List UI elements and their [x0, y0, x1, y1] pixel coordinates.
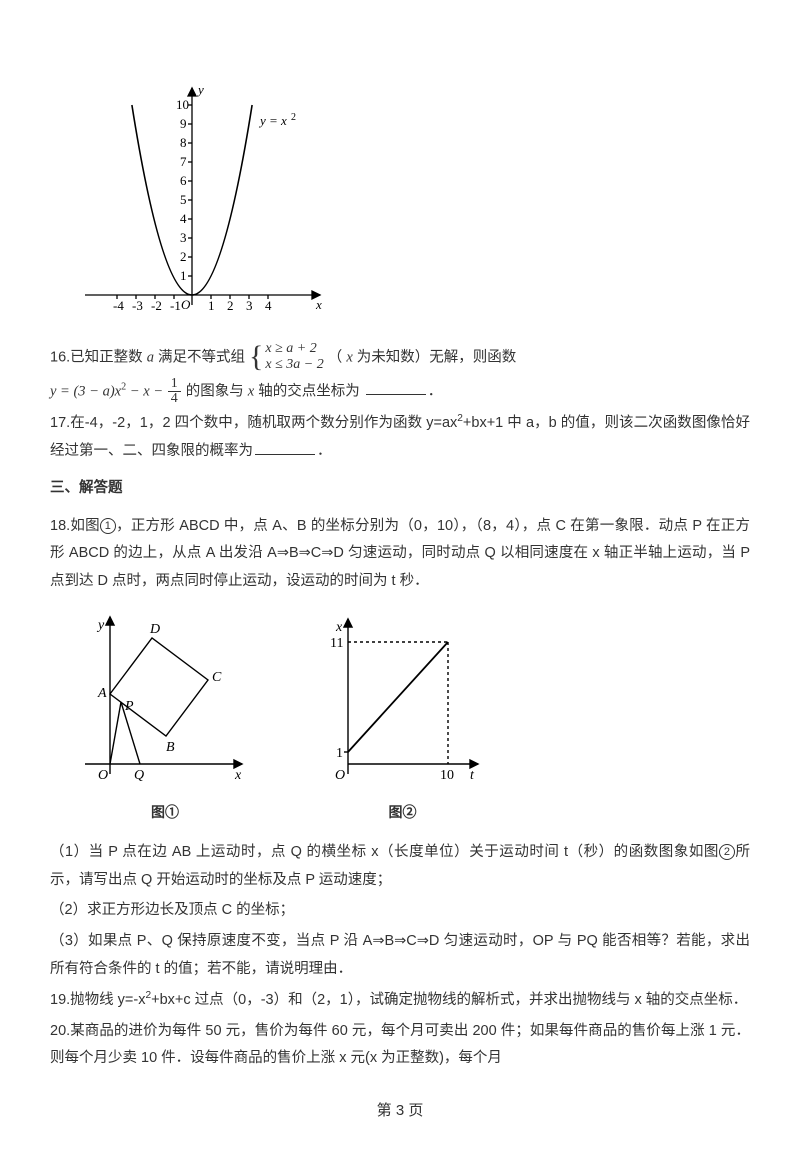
q16-mid3: 为未知数）无解，则函数 [357, 349, 517, 365]
q16-sys-row2: x ≤ 3a − 2 [265, 357, 323, 374]
svg-text:C: C [212, 670, 222, 685]
svg-text:2: 2 [227, 298, 234, 313]
svg-text:O: O [98, 768, 108, 783]
q16-frac: 14 [168, 377, 181, 406]
svg-text:P: P [124, 699, 134, 714]
q18-fig1-svg: A B C D P Q O x y [80, 609, 250, 784]
svg-text:O: O [335, 768, 345, 783]
q16-period: ． [428, 383, 443, 399]
svg-text:1: 1 [336, 746, 343, 761]
question-17: 17.在-4，-2，1，2 四个数中，随机取两个数分别作为函数 y=ax2+bx… [50, 409, 750, 465]
q16-system: x ≥ a + 2 x ≤ 3a − 2 [265, 341, 323, 375]
svg-text:1: 1 [208, 298, 215, 313]
q18-fig2-svg: O t x 1 11 10 [320, 609, 485, 784]
q16-x2: x [248, 383, 254, 399]
circled-1-icon: 1 [100, 518, 116, 534]
q18-intro2: ，正方形 ABCD 中，点 A、B 的坐标分别为（0，10），（8，4），点 C… [50, 518, 750, 589]
q16-frac-den: 4 [168, 392, 181, 406]
q16-blank[interactable] [366, 380, 426, 396]
q16-tail2: 轴的交点坐标为 [258, 383, 360, 399]
brace-icon: { [249, 345, 263, 369]
q18-part2: （2）求正方形边长及顶点 C 的坐标； [50, 897, 750, 925]
svg-text:9: 9 [180, 116, 187, 131]
svg-text:5: 5 [180, 192, 187, 207]
q16-mid1: 满足不等式组 [158, 349, 249, 365]
q18-part3: （3）如果点 P、Q 保持原速度不变，当点 P 沿 A⇒B⇒C⇒D 匀速运动时，… [50, 928, 750, 983]
q18-intro1: 18.如图 [50, 518, 100, 534]
svg-text:4: 4 [180, 211, 187, 226]
svg-text:10: 10 [176, 97, 189, 112]
q16-eq1: y = (3 − a)x [50, 383, 121, 399]
question-16: 16.已知正整数 a 满足不等式组 { x ≥ a + 2 x ≤ 3a − 2… [50, 341, 750, 375]
q17-text1: 17.在-4，-2，1，2 四个数中，随机取两个数分别作为函数 y=ax [50, 415, 457, 431]
q18-fig1-wrap: A B C D P Q O x y 图① [80, 609, 250, 825]
svg-text:3: 3 [180, 230, 187, 245]
q16-mid2: （ [328, 349, 347, 365]
svg-text:4: 4 [265, 298, 272, 313]
q16-x: x [346, 349, 352, 365]
page-footer: 第 3 页 [50, 1097, 750, 1126]
q17-blank[interactable] [255, 439, 315, 455]
q18-fig1-label: 图① [80, 799, 250, 826]
svg-text:y = x: y = x [258, 113, 287, 128]
svg-text:1: 1 [180, 268, 187, 283]
q16-sys-row1: x ≥ a + 2 [265, 341, 323, 358]
svg-text:8: 8 [180, 135, 187, 150]
svg-text:y: y [96, 618, 105, 633]
svg-text:7: 7 [180, 154, 187, 169]
question-16-line2: y = (3 − a)x2 − x − 14 的图象与 x 轴的交点坐标为 ． [50, 377, 750, 406]
q18-figures: A B C D P Q O x y 图① [80, 609, 750, 825]
q16-eq2: − x − [126, 383, 167, 399]
question-18-intro: 18.如图1，正方形 ABCD 中，点 A、B 的坐标分别为（0，10），（8，… [50, 513, 750, 596]
parabola-svg: -4 -3 -2 -1 O 1 2 3 4 x 12 34 56 78 910 … [80, 80, 330, 320]
q19-text1: 19.抛物线 y=-x [50, 992, 145, 1008]
question-19: 19.抛物线 y=-x2+bx+c 过点（0，-3）和（2，1），试确定抛物线的… [50, 986, 750, 1014]
q18-part1: （1）当 P 点在边 AB 上运动时，点 Q 的横坐标 x（长度单位）关于运动时… [50, 839, 750, 894]
q16-prefix: 16.已知正整数 [50, 349, 147, 365]
svg-text:x: x [234, 768, 242, 783]
svg-text:10: 10 [440, 768, 454, 783]
svg-text:x: x [315, 297, 322, 312]
q16-tail: 的图象与 [186, 383, 248, 399]
svg-text:Q: Q [134, 768, 144, 783]
svg-text:O: O [181, 297, 191, 312]
q18-fig2-wrap: O t x 1 11 10 图② [320, 609, 485, 825]
q16-frac-num: 1 [168, 377, 181, 392]
svg-text:-3: -3 [132, 298, 143, 313]
q18-fig2-label: 图② [320, 799, 485, 826]
q16-a: a [147, 349, 154, 365]
svg-text:t: t [470, 768, 475, 783]
figure-parabola: -4 -3 -2 -1 O 1 2 3 4 x 12 34 56 78 910 … [80, 80, 750, 331]
circled-2-icon: 2 [719, 844, 735, 860]
svg-text:A: A [97, 686, 107, 701]
svg-text:3: 3 [246, 298, 253, 313]
svg-text:D: D [149, 622, 160, 637]
svg-text:-4: -4 [113, 298, 124, 313]
svg-text:2: 2 [291, 112, 296, 123]
svg-text:2: 2 [180, 249, 187, 264]
svg-text:-2: -2 [151, 298, 162, 313]
q17-period: ． [317, 443, 332, 459]
svg-text:x: x [335, 620, 343, 635]
svg-text:-1: -1 [170, 298, 181, 313]
svg-text:B: B [166, 740, 175, 755]
q19-text2: +bx+c 过点（0，-3）和（2，1），试确定抛物线的解析式，并求出抛物线与 … [151, 992, 747, 1008]
section-3-title: 三、解答题 [50, 475, 750, 503]
q18-p1a: （1）当 P 点在边 AB 上运动时，点 Q 的横坐标 x（长度单位）关于运动时… [50, 844, 719, 860]
svg-text:11: 11 [330, 636, 343, 651]
svg-text:y: y [196, 82, 204, 97]
question-20: 20.某商品的进价为每件 50 元，售价为每件 60 元，每个月可卖出 200 … [50, 1018, 750, 1073]
svg-text:6: 6 [180, 173, 187, 188]
